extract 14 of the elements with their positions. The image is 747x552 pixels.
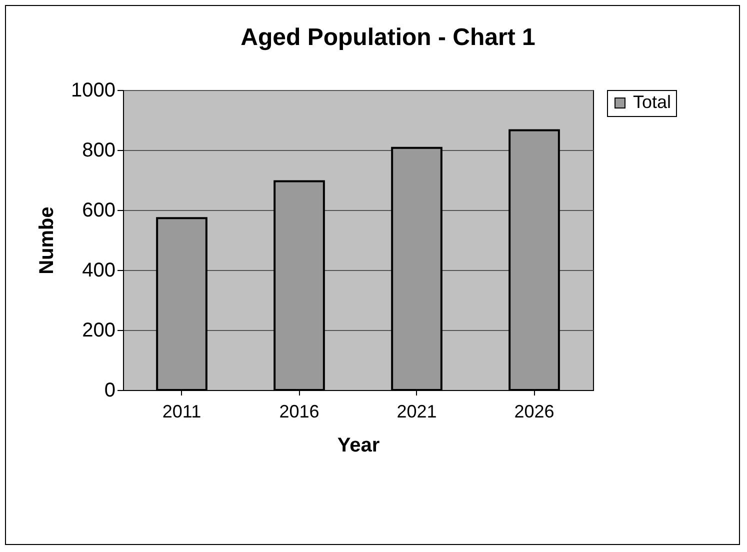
x-tick-label: 2021 xyxy=(396,402,437,422)
y-tick-label: 0 xyxy=(104,380,116,402)
y-tick-label: 800 xyxy=(82,140,116,162)
y-tick-label: 1000 xyxy=(71,80,116,102)
legend-label: Total xyxy=(633,92,672,112)
y-tick-label: 600 xyxy=(82,200,116,222)
y-tick-label: 400 xyxy=(82,260,116,282)
y-axis-title: Numbe xyxy=(36,206,58,274)
x-tick-label: 2011 xyxy=(162,402,202,422)
chart-title: Aged Population - Chart 1 xyxy=(240,24,536,51)
x-tick-label: 2026 xyxy=(514,402,554,422)
x-axis-title: Year xyxy=(337,434,380,456)
x-tick-label: 2016 xyxy=(279,402,320,422)
y-tick-label: 200 xyxy=(82,320,116,342)
